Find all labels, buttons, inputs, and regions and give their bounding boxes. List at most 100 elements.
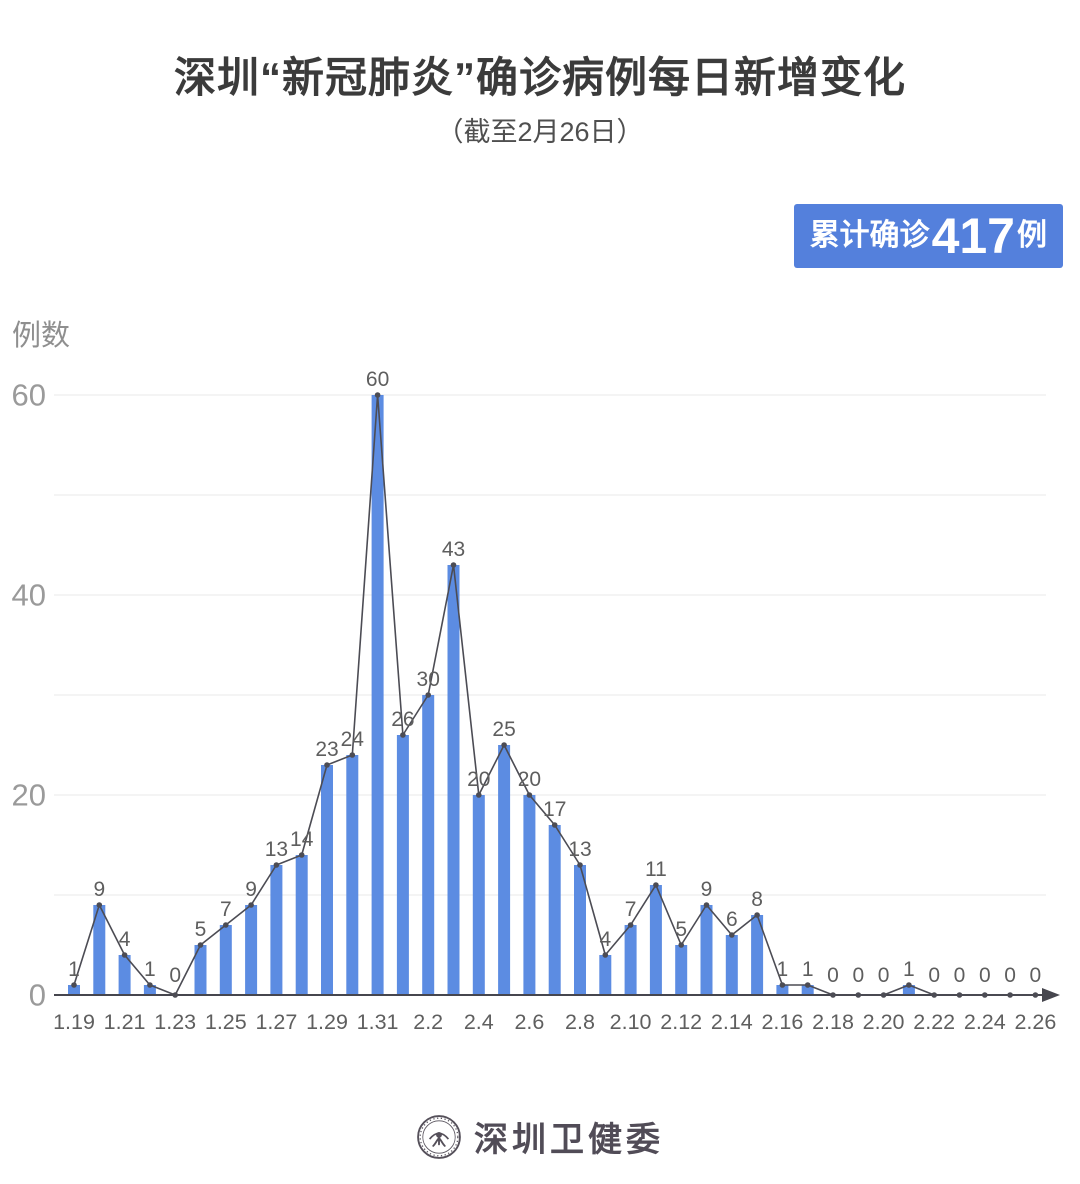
data-point-dot xyxy=(779,982,786,988)
data-point-dot xyxy=(248,902,254,908)
bar-1.19 xyxy=(68,985,80,995)
value-label: 20 xyxy=(518,768,541,791)
value-label: 9 xyxy=(93,878,105,901)
bar-2.6 xyxy=(523,795,536,995)
bar-1.24 xyxy=(194,945,207,995)
bar-1.30 xyxy=(346,755,359,995)
data-point-dot xyxy=(476,792,482,798)
y-tick-label: 0 xyxy=(29,978,46,1013)
x-tick-label: 1.25 xyxy=(205,1010,247,1034)
value-label: 1 xyxy=(144,958,156,981)
value-label: 4 xyxy=(599,928,611,951)
value-label: 0 xyxy=(928,964,940,987)
daily-new-cases-chart: 0 20 40 60 1 9 4 1 0 5 7 9 13 14 23 24 60 26 30 43 20 25 20 17 1… xyxy=(0,340,1080,1060)
badge-suffix-label: 例 xyxy=(1017,219,1047,252)
x-tick-label: 2.10 xyxy=(610,1010,652,1034)
value-label: 7 xyxy=(625,898,637,921)
bar-1.22 xyxy=(143,985,156,995)
value-label: 4 xyxy=(119,928,131,951)
value-label: 5 xyxy=(675,918,687,941)
data-point-dot xyxy=(501,742,507,748)
value-label: 13 xyxy=(265,838,288,861)
bar-1.29 xyxy=(321,765,333,995)
data-point-dot xyxy=(324,762,330,768)
data-point-dot xyxy=(830,992,836,998)
bar-1.28 xyxy=(295,855,308,995)
value-label: 0 xyxy=(878,964,890,987)
emblem-ring-text xyxy=(419,1117,459,1156)
bar-2.7 xyxy=(548,825,561,995)
bar-2.14 xyxy=(725,935,738,995)
y-tick-label: 40 xyxy=(12,578,46,613)
bar-2.10 xyxy=(624,925,637,995)
value-label: 60 xyxy=(366,368,389,391)
data-point-dot xyxy=(804,982,811,988)
x-tick-label: 2.6 xyxy=(514,1010,544,1034)
bar-2.1 xyxy=(396,735,409,995)
value-label: 24 xyxy=(341,728,365,751)
data-point-dot xyxy=(147,982,153,988)
cumulative-total-badge: 累计确诊 417 例 xyxy=(793,204,1063,268)
value-label: 43 xyxy=(442,538,465,561)
x-tick-label: 1.21 xyxy=(104,1010,146,1034)
data-point-dot xyxy=(855,992,862,998)
value-label: 23 xyxy=(315,738,338,761)
value-label: 1 xyxy=(777,958,789,981)
y-tick-label: 60 xyxy=(12,378,46,413)
x-tick-label: 1.23 xyxy=(154,1010,196,1034)
data-point-dot xyxy=(551,822,558,828)
x-tick-label: 1.27 xyxy=(255,1010,297,1034)
data-point-dot xyxy=(982,992,988,998)
page-title: 深圳“新冠肺炎”确诊病例每日新增变化 xyxy=(173,54,906,101)
x-tick-label: 2.18 xyxy=(812,1010,854,1034)
x-tick-label: 2.20 xyxy=(863,1010,905,1034)
x-tick-label: 2.4 xyxy=(464,1010,494,1034)
bar-1.20 xyxy=(93,905,106,995)
value-label: 7 xyxy=(220,898,232,921)
badge-total-value: 417 xyxy=(931,208,1015,264)
data-point-dot xyxy=(349,752,356,758)
data-point-dot xyxy=(653,882,659,888)
data-point-dot xyxy=(703,902,710,908)
bar-2.21 xyxy=(902,985,915,995)
bar-2.16 xyxy=(776,985,789,995)
data-point-dot xyxy=(400,732,406,738)
org-emblem-logo xyxy=(417,1114,461,1159)
value-label: 1 xyxy=(802,958,814,981)
bar-2.17 xyxy=(801,985,814,995)
bar-2.8 xyxy=(574,865,586,995)
x-tick-label: 1.31 xyxy=(357,1010,399,1034)
bar-1.26 xyxy=(245,905,258,995)
value-label: 20 xyxy=(467,768,490,791)
data-point-dot xyxy=(374,392,381,398)
data-point-dot xyxy=(121,952,128,958)
value-label: 30 xyxy=(417,668,440,691)
data-point-dot xyxy=(1007,992,1013,998)
x-tick-label: 2.24 xyxy=(964,1010,1006,1034)
data-point-dot xyxy=(602,952,609,958)
emblem-figure-body xyxy=(432,1136,446,1147)
data-point-dot xyxy=(627,922,634,928)
data-point-dot xyxy=(96,902,103,908)
bar-2.3 xyxy=(447,565,460,995)
bar-2.2 xyxy=(422,695,435,995)
bar-2.5 xyxy=(498,745,511,995)
data-point-dot xyxy=(71,982,77,988)
bar-2.12 xyxy=(675,945,688,995)
x-tick-label: 1.29 xyxy=(306,1010,348,1034)
x-tick-label: 2.16 xyxy=(761,1010,803,1034)
value-label: 1 xyxy=(68,958,80,981)
data-point-dot xyxy=(931,992,937,998)
value-label: 13 xyxy=(568,838,591,861)
data-point-dot xyxy=(298,852,305,858)
x-tick-label: 2.26 xyxy=(1014,1010,1056,1034)
data-point-dot xyxy=(223,922,229,928)
y-axis-unit-label: 例数 xyxy=(12,320,71,352)
x-tick-label: 2.22 xyxy=(913,1010,955,1034)
value-label: 11 xyxy=(645,858,667,881)
data-point-dot xyxy=(880,992,887,998)
bar-1.21 xyxy=(118,955,131,995)
bar-1.25 xyxy=(219,925,232,995)
